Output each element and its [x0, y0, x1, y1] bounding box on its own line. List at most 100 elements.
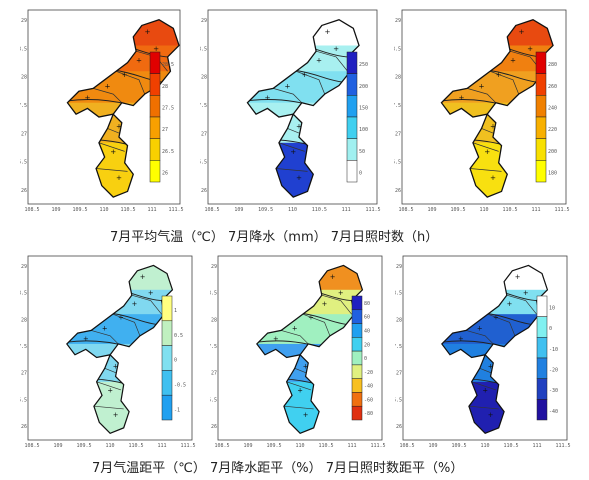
station-marker: + — [308, 314, 314, 322]
station-marker: + — [338, 289, 344, 297]
x-tick-label: 108.5 — [24, 443, 39, 449]
y-tick-label: 26 — [396, 424, 402, 430]
province-outline — [66, 19, 180, 198]
x-tick-label: 108.5 — [24, 207, 39, 213]
station-marker: + — [523, 289, 529, 297]
station-marker: + — [264, 93, 270, 102]
legend-label: -10 — [549, 347, 558, 353]
x-tick-label: 109 — [428, 443, 437, 449]
y-tick-label: 27.5 — [20, 344, 27, 350]
legend-label: 10 — [549, 305, 555, 311]
legend-swatch — [149, 138, 161, 161]
x-tick-label: 110.5 — [318, 443, 333, 449]
legend-label: 260 — [548, 84, 557, 90]
x-tick-label: 110 — [288, 207, 297, 213]
x-tick-label: 110 — [105, 443, 114, 449]
station-marker: + — [132, 300, 138, 308]
station-marker: + — [303, 411, 309, 419]
x-tick-label: 108.5 — [399, 443, 414, 449]
legend-label: 0.5 — [174, 333, 183, 339]
station-marker: + — [496, 70, 502, 79]
x-tick-label: 109.5 — [451, 443, 466, 449]
station-marker: + — [290, 147, 296, 156]
y-tick-label: 26 — [201, 188, 207, 194]
legend-swatch — [346, 116, 358, 139]
legend-label: 220 — [548, 127, 557, 133]
legend-swatch — [536, 337, 548, 359]
station-marker: + — [296, 121, 302, 130]
station-marker: + — [333, 44, 339, 53]
station-marker: + — [102, 324, 108, 332]
legend-label: 150 — [359, 105, 368, 111]
station-marker: + — [297, 387, 303, 395]
y-tick-label: 27.5 — [210, 344, 217, 350]
y-tick-label: 26 — [21, 188, 27, 194]
y-tick-label: 29 — [21, 264, 27, 270]
y-tick-label: 27.5 — [394, 103, 401, 109]
x-tick-label: 108.5 — [398, 207, 413, 213]
legend-label: 200 — [548, 149, 557, 155]
legend-swatch — [149, 116, 161, 139]
legend-swatch — [161, 320, 173, 346]
legend-swatch — [346, 138, 358, 161]
x-tick-label: 109.5 — [258, 207, 273, 213]
station-marker: + — [84, 93, 90, 102]
legend-label: 27 — [162, 127, 168, 133]
y-tick-label: 26.5 — [20, 397, 27, 403]
y-tick-label: 28 — [395, 75, 401, 81]
x-tick-label: 111 — [147, 207, 156, 213]
station-marker: + — [302, 70, 308, 79]
x-tick-label: 111 — [157, 443, 166, 449]
y-tick-label: 28 — [396, 317, 402, 323]
y-tick-label: 27 — [21, 371, 27, 377]
caption-row2: 7月气温距平（℃） 7月降水距平（%） 7月日照时数距平（%） — [92, 461, 464, 476]
y-tick-label: 28 — [201, 75, 207, 81]
station-marker: + — [83, 335, 89, 343]
legend-swatch — [535, 160, 547, 183]
legend-label: 200 — [359, 84, 368, 90]
x-tick-label: 110.5 — [503, 443, 518, 449]
y-tick-label: 28.5 — [20, 291, 27, 297]
x-tick-label: 109.5 — [450, 207, 465, 213]
legend-label: 50 — [359, 149, 365, 155]
x-tick-label: 110.5 — [312, 207, 327, 213]
legend-swatch — [536, 316, 548, 338]
x-tick-label: 110 — [479, 207, 488, 213]
station-marker: + — [136, 56, 142, 65]
legend-label: -20 — [364, 370, 373, 376]
y-tick-label: 27 — [396, 371, 402, 377]
legend-label: 100 — [359, 127, 368, 133]
station-marker: + — [458, 93, 464, 102]
map-panel-precipitation-anomaly: + + + + + + + + +108.5 109 109.5 110 110.5 111 111.5 29… — [210, 250, 390, 452]
y-tick-label: 28.5 — [394, 46, 401, 52]
station-marker: + — [140, 273, 146, 281]
map-svg: +++++++++108.5 109 109.5 110 110.5 111 111.529… — [20, 255, 196, 449]
x-tick-label: 108.5 — [214, 443, 229, 449]
legend-label: 1 — [174, 308, 177, 314]
station-marker: + — [113, 411, 119, 419]
y-tick-label: 27.5 — [200, 103, 207, 109]
legend-swatch — [351, 392, 363, 407]
y-tick-label: 26 — [395, 188, 401, 194]
legend-swatch — [351, 405, 363, 421]
map-svg: +++++++++108.5 109 109.5 110 110.5 111 111.529… — [394, 9, 570, 213]
station-marker: + — [330, 273, 336, 281]
legend-swatch — [536, 357, 548, 379]
legend-label: -20 — [549, 367, 558, 373]
legend-swatch — [161, 394, 173, 421]
legend-label: 0 — [174, 358, 177, 364]
station-marker: + — [122, 70, 128, 79]
station-marker: + — [322, 300, 328, 308]
x-tick-label: 109.5 — [76, 443, 91, 449]
x-tick-label: 110 — [295, 443, 304, 449]
legend-swatch — [351, 295, 363, 311]
legend-label: 60 — [364, 315, 370, 321]
x-tick-label: 109 — [234, 207, 243, 213]
map-panel-sunshine-anomaly: + + + + + + + + +108.5 109 109.5 110 110.5 111 111.5 29… — [395, 250, 575, 452]
station-marker: + — [296, 173, 302, 182]
legend-swatch — [536, 399, 548, 421]
y-tick-label: 26.5 — [210, 397, 217, 403]
x-tick-label: 109.5 — [72, 207, 87, 213]
legend-label: -1 — [174, 407, 180, 413]
x-tick-label: 111.5 — [554, 207, 569, 213]
